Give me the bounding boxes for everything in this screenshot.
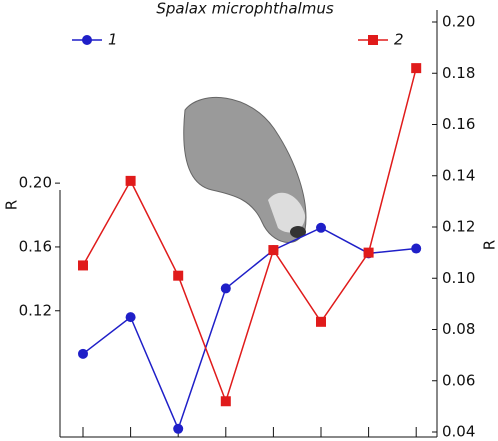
y2-tick-label: 0.08 (442, 320, 475, 338)
y2-tick-label: 0.04 (442, 423, 475, 441)
point (173, 270, 184, 281)
point (363, 247, 374, 258)
point (316, 222, 326, 233)
series-line (82, 226, 417, 431)
point (78, 348, 88, 359)
y2-tick-label: 0.06 (442, 371, 475, 389)
point (268, 245, 279, 256)
y2-tick-label: 0.20 (442, 13, 475, 31)
y-tick-label: 0.20 (19, 174, 52, 192)
y2-tick-label: 0.12 (442, 218, 475, 236)
point (220, 283, 231, 294)
legend-label: 2 (394, 31, 404, 49)
legend-marker (82, 35, 92, 45)
point (411, 243, 422, 254)
chart-title: Spalax microphthalmus (156, 0, 334, 18)
y2-tick-label: 0.16 (442, 115, 475, 133)
y-axis-label: R (3, 200, 21, 210)
y2-tick-label: 0.14 (442, 166, 475, 184)
y2-axis-label: R (481, 240, 498, 250)
point (125, 312, 136, 323)
legend-marker (368, 35, 378, 45)
y-tick-label: 0.16 (19, 237, 52, 255)
point (125, 175, 136, 186)
y-tick-label: 0.12 (19, 301, 52, 319)
series-line (82, 67, 417, 404)
y2-tick-label: 0.18 (442, 64, 475, 82)
point (220, 396, 231, 407)
point (411, 63, 422, 74)
y2-tick-label: 0.10 (442, 269, 475, 287)
point (316, 316, 326, 327)
mole-illustration (183, 97, 307, 243)
point (173, 423, 184, 434)
legend-label: 1 (108, 31, 118, 49)
point (78, 260, 88, 271)
